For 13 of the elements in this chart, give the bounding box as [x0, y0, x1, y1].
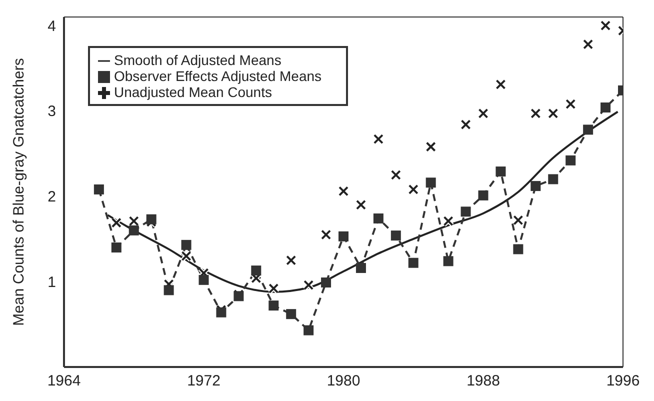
y-tick-label: 3: [48, 103, 56, 120]
legend-label: Smooth of Adjusted Means: [114, 52, 282, 68]
x-tick-label: 1964: [47, 372, 81, 390]
x-tick-label: 1996: [606, 372, 640, 390]
legend-label: Observer Effects Adjusted Means: [114, 68, 322, 84]
x-tick-label: 1972: [187, 372, 220, 390]
x-tick-label: 1988: [466, 372, 500, 390]
y-tick-label: 2: [48, 188, 56, 206]
y-tick-label: 4: [48, 18, 56, 35]
y-tick-label: 1: [48, 274, 56, 291]
legend-label: Unadjusted Mean Counts: [114, 84, 272, 100]
y-axis-title: Mean Counts of Blue-gray Gnatcatchers: [10, 58, 28, 326]
x-tick-label: 1980: [326, 372, 360, 390]
